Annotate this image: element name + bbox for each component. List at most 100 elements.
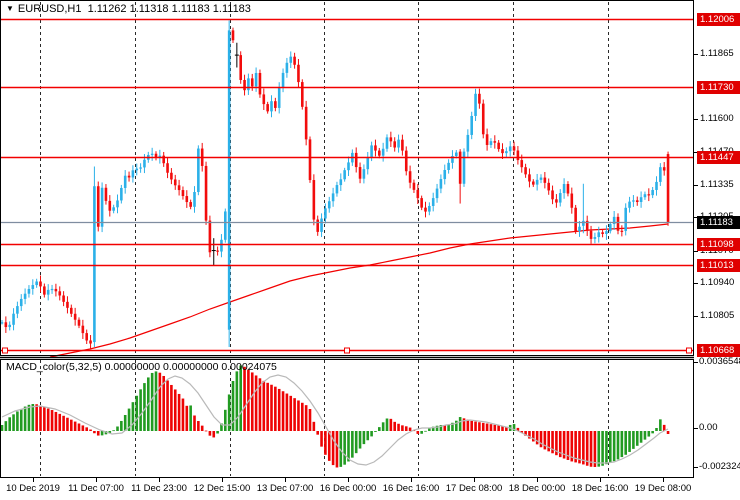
macd-histogram-bar: [143, 383, 146, 431]
macd-histogram-bar: [12, 414, 15, 431]
macd-histogram-bar: [96, 431, 100, 436]
candle-body: [66, 301, 69, 308]
candle-body: [297, 64, 300, 83]
candle-body: [508, 146, 512, 152]
macd-histogram-bar: [304, 405, 308, 431]
candle-body: [158, 155, 162, 158]
macd-histogram-bar: [270, 384, 273, 431]
candle-body: [635, 200, 639, 202]
macd-histogram-bar: [347, 431, 350, 462]
candle-body: [451, 155, 454, 163]
candle-body: [150, 153, 154, 155]
candle-body: [628, 201, 631, 208]
macd-histogram-bar: [227, 394, 231, 431]
candle-body: [154, 153, 158, 158]
candle-body: [77, 319, 81, 326]
price-level-badge: 1.12006: [697, 12, 740, 26]
macd-axis-label: 0.0036548: [699, 356, 740, 367]
candle-body: [632, 200, 635, 202]
candle-body: [516, 150, 520, 161]
macd-histogram-bar: [123, 415, 127, 431]
macd-histogram-bar: [235, 371, 239, 431]
candle-body: [643, 194, 647, 198]
candle-body: [308, 139, 312, 181]
candle-body: [585, 220, 589, 231]
macd-histogram-bar: [374, 431, 377, 432]
macd-histogram-bar: [181, 398, 185, 431]
candle-body: [374, 145, 377, 151]
macd-histogram-bar: [208, 431, 212, 436]
candle-body: [320, 218, 323, 232]
macd-histogram-bar: [166, 380, 169, 431]
chevron-down-icon[interactable]: ▼: [6, 4, 14, 13]
macd-histogram-bar: [408, 427, 412, 431]
macd-histogram-bar: [420, 431, 423, 434]
candle-body: [16, 306, 19, 314]
macd-histogram-bar: [220, 423, 223, 431]
macd-histogram-bar: [455, 420, 458, 431]
macd-histogram-bar: [351, 431, 354, 458]
macd-histogram-bar: [289, 395, 293, 431]
macd-histogram-bar: [189, 405, 192, 431]
macd-histogram-bar: [655, 428, 658, 431]
macd-histogram-bar: [424, 430, 427, 432]
candle-body: [73, 313, 77, 320]
macd-histogram-bar: [524, 431, 527, 436]
macd-histogram-bar: [185, 405, 189, 431]
macd-histogram-bar: [485, 423, 489, 431]
macd-histogram-bar: [478, 422, 481, 431]
candle-body: [370, 145, 373, 158]
macd-histogram-bar: [35, 404, 38, 431]
macd-histogram-bar: [46, 408, 50, 431]
macd-histogram-bar: [100, 431, 104, 436]
macd-histogram-bar: [443, 425, 447, 431]
macd-histogram-bar: [320, 431, 323, 447]
macd-histogram-bar: [39, 405, 42, 431]
candle-body: [609, 224, 612, 232]
macd-histogram-bar: [481, 422, 485, 431]
candle-body: [23, 293, 27, 299]
macd-histogram-bar: [281, 391, 285, 431]
candle-body: [416, 189, 420, 199]
candle-body: [662, 167, 666, 171]
candle-body: [112, 207, 115, 211]
candle-body: [208, 220, 212, 253]
macd-histogram-bar: [597, 431, 601, 467]
candle-body: [566, 184, 570, 194]
candle-body: [258, 72, 262, 95]
macd-histogram-bar: [397, 423, 400, 431]
candle-body: [378, 150, 381, 156]
macd-histogram-bar: [108, 431, 112, 434]
macd-panel-frame: [0, 359, 694, 478]
candle-body: [639, 197, 643, 202]
macd-histogram-bar: [616, 431, 620, 460]
macd-histogram-bar: [462, 418, 466, 431]
candle-body: [127, 175, 131, 178]
macd-histogram-bar: [204, 430, 208, 432]
chart-title: ▼ EURUSD,H1 1.11262 1.11318 1.11183 1.111…: [6, 3, 251, 15]
candle-body: [281, 72, 285, 88]
candle-body: [428, 205, 431, 212]
macd-histogram-bar: [104, 431, 108, 435]
macd-histogram-bar: [497, 425, 500, 431]
macd-histogram-bar: [324, 431, 327, 455]
macd-histogram-bar: [112, 430, 115, 432]
price-axis-label: 1.11335: [700, 179, 734, 190]
macd-histogram-bar: [493, 424, 497, 431]
candle-body: [393, 141, 396, 148]
macd-histogram-bar: [474, 421, 477, 431]
macd-histogram-bar: [177, 393, 181, 431]
macd-histogram-bar: [139, 389, 142, 431]
candle-body: [104, 187, 108, 201]
macd-histogram-bar: [247, 369, 250, 431]
candle-body: [624, 207, 627, 231]
candle-body: [520, 160, 524, 168]
candle-body: [435, 188, 439, 199]
macd-histogram-bar: [16, 411, 19, 431]
macd-histogram-bar: [505, 426, 508, 431]
time-axis-label: 11 Dec 23:00: [131, 483, 187, 494]
macd-histogram-bar: [354, 431, 358, 454]
candle-body: [358, 167, 362, 179]
candle-body: [327, 201, 331, 209]
